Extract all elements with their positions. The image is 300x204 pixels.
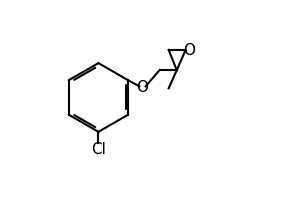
Text: O: O: [183, 43, 195, 58]
Text: Cl: Cl: [91, 141, 106, 156]
Text: O: O: [136, 79, 148, 94]
